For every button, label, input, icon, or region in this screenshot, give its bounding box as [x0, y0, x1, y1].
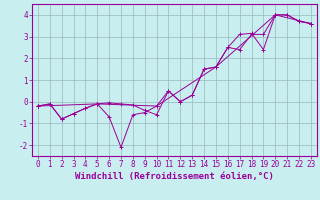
X-axis label: Windchill (Refroidissement éolien,°C): Windchill (Refroidissement éolien,°C) [75, 172, 274, 181]
